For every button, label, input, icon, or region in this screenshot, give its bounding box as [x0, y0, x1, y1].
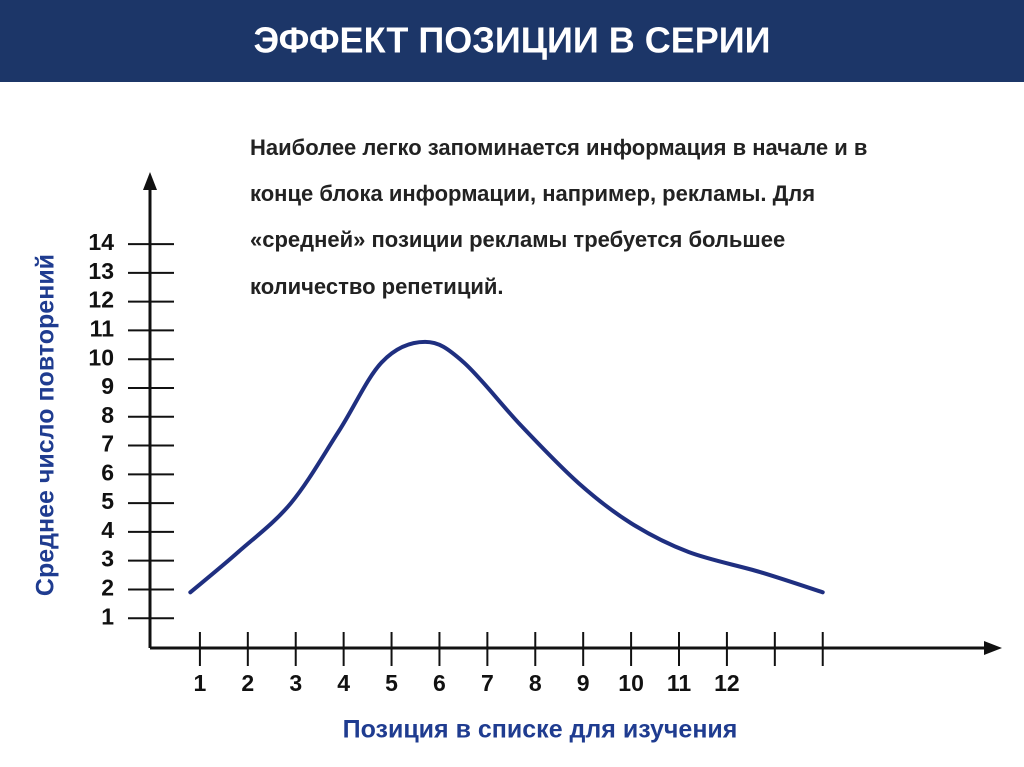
annotation-line: конце блока информации, например, реклам… [250, 181, 815, 206]
y-tick-label: 7 [101, 431, 114, 457]
annotation-line: Наиболее легко запоминается информация в… [250, 135, 867, 160]
x-tick-label: 1 [194, 670, 207, 696]
y-tick-label: 14 [88, 229, 114, 255]
x-tick-label: 10 [618, 670, 644, 696]
x-axis-arrow [984, 641, 1002, 655]
y-tick-label: 6 [101, 459, 114, 485]
x-tick-label: 4 [337, 670, 350, 696]
y-tick-label: 12 [88, 287, 114, 313]
y-tick-label: 11 [90, 315, 115, 341]
y-axis-label: Среднее число повторений [32, 254, 60, 596]
header-band [0, 0, 1024, 82]
chart-title: ЭФФЕКТ ПОЗИЦИИ В СЕРИИ [253, 20, 770, 61]
y-tick-label: 5 [101, 488, 114, 514]
x-tick-label: 6 [433, 670, 446, 696]
x-tick-label: 9 [577, 670, 590, 696]
y-tick-label: 13 [88, 258, 114, 284]
y-tick-label: 10 [88, 344, 114, 370]
x-tick-label: 2 [241, 670, 254, 696]
x-tick-label: 7 [481, 670, 494, 696]
y-tick-label: 2 [101, 575, 114, 601]
y-tick-label: 8 [101, 402, 114, 428]
curve [188, 339, 825, 595]
x-tick-label: 8 [529, 670, 542, 696]
y-axis-arrow [143, 172, 157, 190]
x-axis-label: Позиция в списке для изучения [343, 716, 738, 744]
x-tick-label: 3 [289, 670, 302, 696]
x-tick-label: 12 [714, 670, 740, 696]
y-tick-label: 3 [101, 546, 114, 572]
y-tick-label: 9 [101, 373, 114, 399]
y-tick-label: 1 [101, 603, 114, 629]
annotation-line: «средней» позиции рекламы требуется боль… [250, 227, 785, 252]
y-tick-label: 4 [101, 517, 114, 543]
x-tick-label: 11 [667, 670, 692, 696]
annotation-line: количество репетиций. [250, 274, 504, 299]
x-tick-label: 5 [385, 670, 398, 696]
